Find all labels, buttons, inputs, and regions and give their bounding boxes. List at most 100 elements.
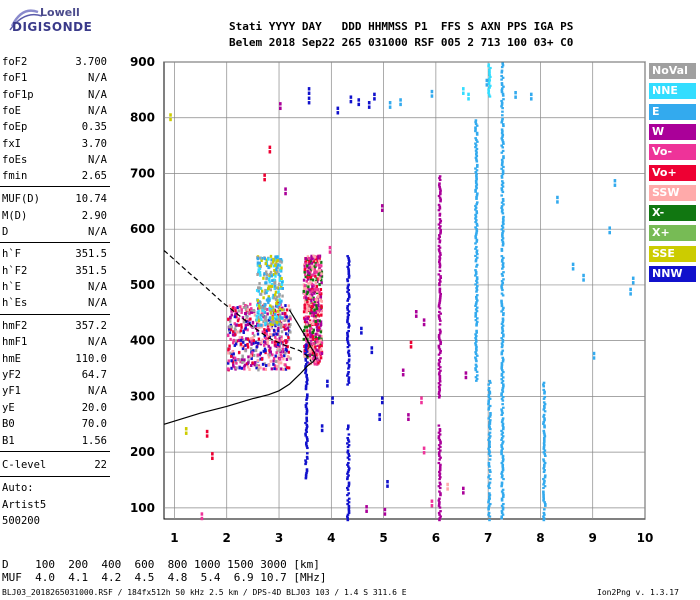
- echo-streak-point: [543, 424, 546, 427]
- echo-streak-point: [501, 230, 505, 233]
- echo-streak-point: [500, 260, 504, 263]
- echo-streak-point: [305, 373, 309, 376]
- echo-point: [310, 273, 313, 277]
- echo-streak-point: [346, 340, 350, 343]
- echo-point: [302, 337, 306, 341]
- echo-streak-point: [500, 517, 503, 520]
- scatter-point: [205, 434, 209, 438]
- echo-streak-point: [488, 494, 492, 497]
- echo-streak-point: [305, 416, 308, 419]
- scatter-point: [378, 413, 381, 417]
- echo-streak-point: [306, 446, 309, 450]
- echo-streak-point: [305, 345, 308, 348]
- x-tick-label: 6: [432, 531, 440, 545]
- echo-streak-point: [439, 198, 442, 201]
- echo-streak-point: [304, 405, 308, 409]
- echo-streak-point: [475, 160, 479, 163]
- echo-streak-point: [347, 260, 351, 263]
- echo-streak-point: [346, 515, 349, 518]
- echo-point: [309, 335, 312, 339]
- echo-streak-point: [475, 249, 479, 252]
- echo-streak-point: [475, 169, 479, 172]
- echo-point: [259, 287, 263, 291]
- scatter-point: [284, 191, 287, 196]
- param-row: hmF1 N/A: [0, 336, 110, 352]
- echo-point: [312, 357, 315, 361]
- echo-point: [278, 342, 282, 346]
- echo-streak-point: [346, 456, 350, 459]
- echo-streak-point: [500, 158, 504, 161]
- echo-streak-point: [500, 131, 504, 135]
- param-row: B0 70.0: [0, 418, 110, 434]
- echo-point: [254, 361, 257, 365]
- echo-point: [275, 320, 279, 324]
- echo-point: [319, 320, 323, 324]
- echo-streak-point: [543, 426, 546, 429]
- echo-streak-point: [306, 379, 309, 382]
- echo-streak-point: [474, 129, 477, 133]
- echo-streak-point: [501, 76, 505, 79]
- echo-point: [254, 325, 257, 329]
- echo-point: [234, 309, 237, 313]
- scatter-point: [629, 287, 632, 292]
- echo-point: [308, 353, 312, 357]
- echo-point: [272, 264, 276, 268]
- param-label: yF2: [2, 369, 21, 381]
- param-label: foEp: [2, 121, 28, 133]
- echo-point: [314, 351, 317, 355]
- echo-streak-point: [305, 455, 309, 459]
- echo-point: [270, 305, 274, 309]
- echo-point: [310, 333, 314, 337]
- echo-streak-point: [500, 449, 503, 452]
- echo-streak-point: [438, 470, 441, 474]
- echo-point: [312, 254, 315, 258]
- y-tick-label: 100: [130, 501, 155, 515]
- echo-streak-point: [347, 258, 351, 261]
- echo-streak-point: [438, 490, 441, 493]
- echo-streak-point: [346, 428, 350, 431]
- param-value: 2.65: [81, 170, 107, 182]
- echo-point: [268, 321, 272, 325]
- echo-streak-point: [437, 504, 441, 507]
- echo-streak-point: [475, 138, 478, 142]
- echo-streak-point: [438, 474, 441, 477]
- echo-streak-point: [500, 476, 504, 479]
- echo-streak-point: [347, 378, 351, 381]
- echo-streak-point: [475, 224, 479, 227]
- scatter-point: [631, 281, 635, 285]
- echo-point: [278, 298, 281, 302]
- echo-streak-point: [500, 89, 504, 92]
- echo-streak-point: [474, 167, 477, 170]
- param-row: foF1 N/A: [0, 72, 110, 88]
- echo-point: [312, 298, 316, 302]
- echo-streak-point: [306, 457, 309, 460]
- echo-streak-point: [501, 180, 504, 183]
- echo-streak-point: [487, 417, 491, 420]
- echo-point: [308, 308, 311, 312]
- echo-point: [304, 300, 307, 304]
- echo-point: [261, 313, 265, 317]
- echo-streak-point: [475, 212, 479, 215]
- echo-streak-point: [437, 502, 441, 506]
- echo-streak-point: [501, 240, 505, 243]
- echo-streak-point: [489, 454, 492, 457]
- echo-point: [278, 294, 281, 298]
- echo-point: [278, 335, 282, 339]
- echo-point: [281, 323, 284, 327]
- echo-point: [244, 326, 247, 330]
- echo-point: [313, 308, 316, 312]
- echo-streak-point: [347, 497, 351, 500]
- echo-point: [307, 259, 311, 263]
- echo-streak-point: [475, 317, 479, 320]
- echo-point: [272, 296, 276, 300]
- echo-streak-point: [439, 228, 442, 231]
- echo-point: [310, 314, 313, 318]
- echo-point: [257, 304, 261, 308]
- echo-point: [255, 314, 258, 318]
- echo-streak-point: [500, 372, 504, 375]
- echo-streak-point: [437, 382, 441, 385]
- scatter-point: [485, 83, 489, 87]
- echo-point: [302, 278, 306, 282]
- echo-point: [315, 263, 318, 267]
- echo-streak-point: [304, 364, 307, 368]
